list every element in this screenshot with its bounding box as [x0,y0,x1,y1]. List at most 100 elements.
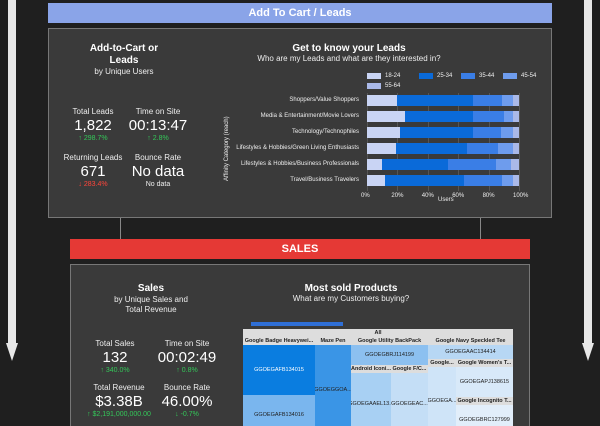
grid-line [519,93,520,191]
bar-segment[interactable] [511,159,519,170]
legend-swatch [461,73,475,79]
metric-label: Time on Site [164,339,210,348]
metric-value: 46.00% [161,393,213,410]
bar-segment[interactable] [502,175,513,186]
treemap-cell[interactable]: GGOEGBRJ114199 [351,345,428,365]
bar-segment[interactable] [473,111,504,122]
treemap-all-header[interactable]: All [243,329,513,337]
treemap-cell[interactable]: GGOEGAPJ138615 [456,367,513,397]
bar-segment[interactable] [447,159,497,170]
stacked-bar[interactable] [367,95,519,106]
x-tick-label: 100% [513,193,529,199]
bar-segment[interactable] [464,175,503,186]
treemap-header-bar [251,322,343,326]
metric-total-leads: Total Leads 1,822 ↑ 298.7% [61,107,125,142]
products-treemap: All Google Badge Heavywei... GGOEGAFB134… [243,329,513,426]
metric-label: Total Sales [95,339,135,348]
bar-segment[interactable] [512,127,519,138]
stacked-bar[interactable] [367,159,519,170]
stacked-bar[interactable] [367,143,519,154]
treemap-cell[interactable]: GGOEGAAC134414 [428,345,513,359]
legend-item: 55-64 [367,83,400,89]
bar-segment[interactable] [467,143,498,154]
bar-segment[interactable] [367,95,398,106]
bar-segment[interactable] [512,143,519,154]
treemap-cell[interactable]: GGOEGAFB134015 [243,345,315,395]
bar-segment[interactable] [497,143,513,154]
treemap-group-header[interactable]: Maze Pen [315,337,351,345]
treemap-group-header[interactable]: Google Women's T... [456,359,513,367]
bar-segment[interactable] [512,175,519,186]
bar-segment[interactable] [500,127,513,138]
bar-segment[interactable] [405,111,474,122]
legend-swatch [503,73,517,79]
right-rail-arrow-icon [582,343,594,361]
treemap-group-header[interactable]: Android Iconi... [351,365,391,373]
bar-segment[interactable] [395,143,468,154]
treemap-cell[interactable]: GGOEGA... [428,367,456,426]
treemap-cell[interactable]: GGOEGEAC... [391,373,428,426]
treemap-group-header[interactable]: Google Navy Speckled Tee [428,337,513,345]
chart-y-axis-title: Affinity Category (reach) [224,116,230,181]
metric-value: 1,822 [74,117,112,134]
bar-segment[interactable] [367,159,383,170]
treemap-group-header[interactable]: Google Badge Heavywei... [243,337,315,345]
bar-segment[interactable] [385,175,465,186]
treemap-cell[interactable]: GGOEGAAEL13... [351,373,391,426]
stacked-bar[interactable] [367,127,519,138]
products-title: Most sold Products [304,283,398,294]
y-tick-label: Media & Entertainment/Movie Lovers [260,113,359,119]
bar-segment[interactable] [400,127,474,138]
bar-segment[interactable] [503,111,513,122]
bar-segment[interactable] [397,95,474,106]
treemap-cell[interactable]: GGOEGAFB134016 [243,395,315,426]
treemap-group-header[interactable]: Google F/C... [391,365,428,373]
metric-value: 00:02:49 [157,349,217,366]
metric-delta: ↑ $2,191,000,000.00 [87,411,151,418]
bar-segment[interactable] [382,159,448,170]
bar-segment[interactable] [502,95,513,106]
bar-segment[interactable] [473,127,501,138]
stacked-bar[interactable] [367,111,519,122]
products-subtitle: What are my Customers buying? [292,294,410,303]
legend-label: 55-64 [385,83,401,89]
treemap-group-header[interactable]: Google... [428,359,456,367]
bar-segment[interactable] [496,159,512,170]
stacked-bar[interactable] [367,175,519,186]
metric-sub: No data [145,181,171,188]
leads-title-line1: Add-to-Cart or [89,43,159,54]
bar-segment[interactable] [367,143,396,154]
left-rail [8,0,16,345]
metric-value: No data [131,163,185,180]
x-tick-label: 20% [391,193,404,199]
metric-label: Total Revenue [93,383,145,392]
bar-segment[interactable] [512,95,519,106]
sales-subtitle-line2: Total Revenue [125,305,177,314]
treemap-cell[interactable]: GGOEGBRC127999 [456,405,513,426]
metric-delta: ↓ -0.7% [175,411,199,418]
metric-label: Time on Site [135,107,181,116]
metric-label: Bounce Rate [163,383,211,392]
bar-segment[interactable] [367,175,386,186]
bar-segment[interactable] [367,111,405,122]
legend-item: 25-34 [419,73,452,79]
right-rail [584,0,592,345]
bar-segment[interactable] [473,95,503,106]
grid-line [397,93,399,191]
treemap-group-header[interactable]: Google Incognito T... [456,397,513,405]
treemap-group-header[interactable]: Google Utility BackPack [351,337,428,345]
x-tick-label: 0% [361,193,370,199]
metric-label: Returning Leads [63,153,123,162]
metric-delta: ↓ 283.4% [78,181,108,188]
metric-delta: ↑ 340.0% [100,367,130,374]
metric-sales-bounce-rate: Bounce Rate 46.00% ↓ -0.7% [151,383,223,418]
connector-line [120,218,121,240]
metric-total-sales: Total Sales 132 ↑ 340.0% [83,339,147,374]
treemap-cell[interactable]: GGOEGGOA... [315,345,351,426]
metric-delta: ↑ 298.7% [78,135,108,142]
leads-panel: Add-to-Cart or Leads by Unique Users Tot… [48,28,552,218]
y-tick-label: Travel/Business Travelers [290,177,359,183]
bar-segment[interactable] [512,111,519,122]
bar-segment[interactable] [367,127,401,138]
legend-label: 35-44 [479,73,495,79]
